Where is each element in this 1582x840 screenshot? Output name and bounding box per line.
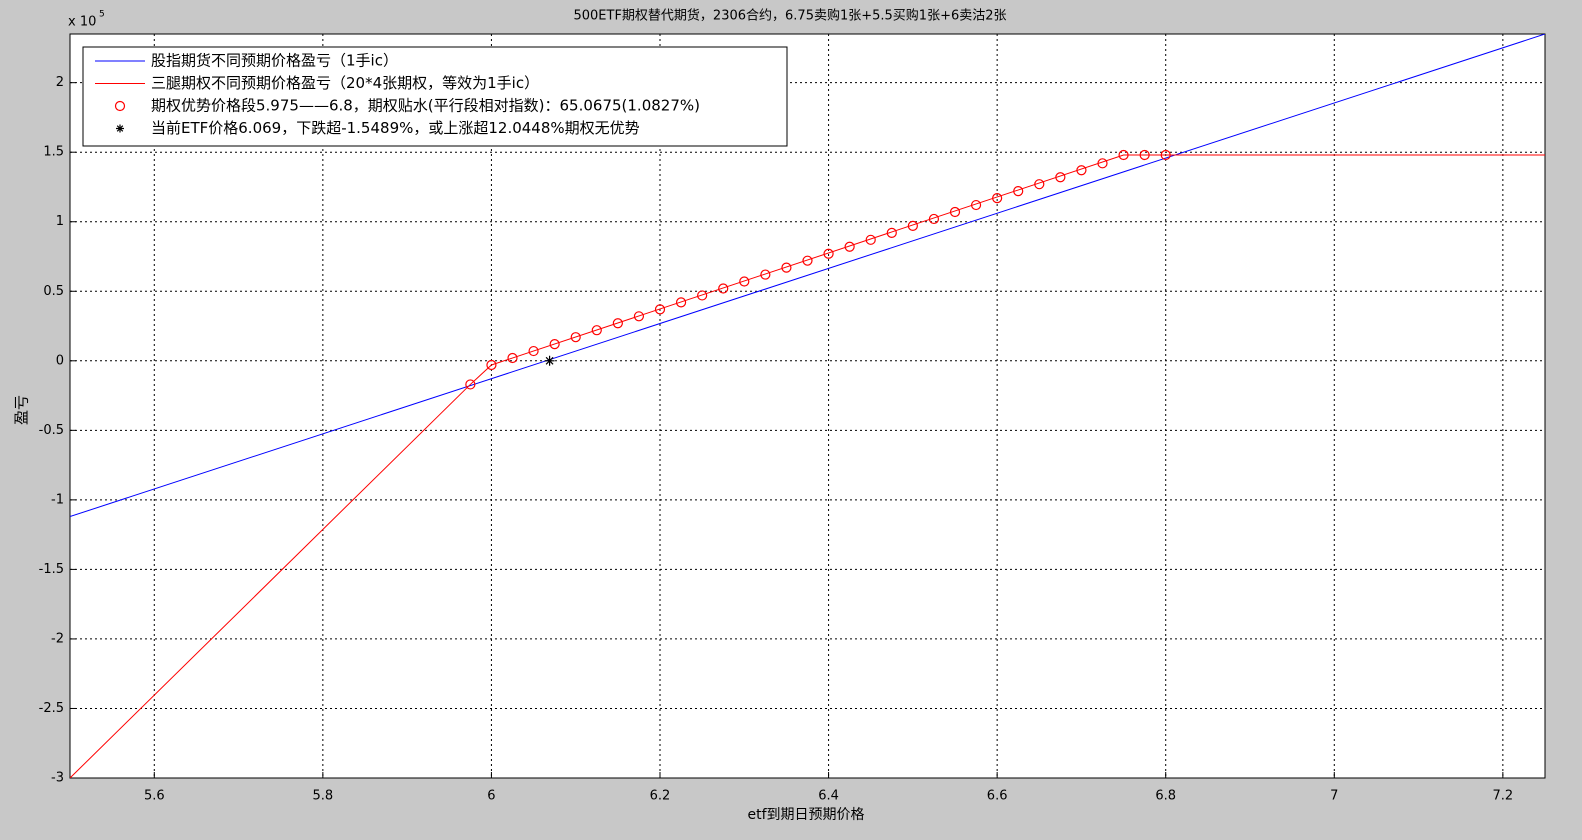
circle-marker: [1139, 149, 1150, 161]
x-tick-label: 5.6: [144, 789, 165, 804]
circle-marker: [970, 199, 982, 211]
y-axis-label: 盈亏: [13, 395, 31, 425]
circle-marker: [465, 379, 476, 390]
x-axis-label: etf到期日预期价格: [747, 807, 864, 823]
x-tick-label: 6.6: [987, 789, 1008, 804]
circle-marker: [992, 192, 1003, 204]
y-tick-label: 0: [56, 353, 64, 368]
circle-marker: [1076, 165, 1087, 176]
circle-marker: [1118, 149, 1129, 161]
circle-marker: [1097, 158, 1108, 169]
y-tick-label: -2.5: [39, 701, 64, 716]
y-tick-label: -0.5: [39, 423, 64, 438]
y-tick-label: 1: [56, 214, 64, 229]
y-scale-label: x 10: [68, 15, 96, 30]
circle-marker: [1034, 179, 1045, 190]
circle-marker: [823, 248, 834, 259]
x-tick-label: 5.8: [313, 789, 334, 804]
circle-marker: [591, 325, 602, 336]
plot-area: [69, 33, 1546, 779]
circle-marker: [949, 206, 961, 218]
chart-title: 500ETF期权替代期货，2306合约，6.75卖购1张+5.5买购1张+6卖沽…: [573, 8, 1006, 24]
circle-marker: [928, 213, 940, 225]
legend-swatch: [114, 100, 126, 112]
circle-marker: [612, 318, 623, 329]
legend-label: 期权优势价格段5.975——6.8，期权贴水(平行段相对指数)：65.0675(…: [151, 97, 700, 115]
circle-marker: [697, 290, 708, 301]
y-tick-label: -1.5: [39, 562, 64, 577]
y-tick-label: 1.5: [43, 145, 64, 160]
circle-marker: [907, 220, 918, 232]
circle-marker: [865, 234, 876, 245]
circle-marker: [1013, 186, 1024, 197]
legend-box: [82, 46, 788, 147]
circle-marker: [654, 304, 666, 315]
y-tick-label: -3: [51, 771, 64, 786]
star-marker: [544, 355, 555, 366]
x-tick-label: 7.2: [1493, 789, 1514, 804]
circle-marker: [844, 241, 855, 252]
y-scale-exponent: 5: [99, 10, 105, 20]
circle-marker: [507, 352, 518, 364]
legend-label: 股指期货不同预期价格盈亏（1手ic）: [151, 52, 398, 70]
x-tick-label: 6.8: [1155, 789, 1176, 804]
circle-marker: [1160, 149, 1171, 161]
x-tick-label: 6.2: [650, 789, 671, 804]
circle-marker: [781, 262, 792, 273]
circle-marker: [570, 332, 581, 343]
circle-marker: [633, 311, 645, 322]
data-line: [70, 154, 1545, 778]
circle-marker: [1055, 172, 1066, 183]
circle-marker: [739, 276, 750, 287]
x-tick-label: 7: [1330, 789, 1338, 804]
circle-marker: [486, 359, 497, 371]
x-tick-label: 6.4: [818, 789, 839, 804]
y-tick-label: 2: [56, 75, 64, 90]
legend-swatch: [116, 124, 124, 133]
legend-label: 当前ETF价格6.069，下跌超-1.5489%，或上涨超12.0448%期权无…: [151, 119, 640, 137]
circle-marker: [675, 297, 687, 308]
legend-label: 三腿期权不同预期价格盈亏（20*4张期权，等效为1手ic）: [151, 74, 539, 92]
circle-marker: [528, 345, 539, 357]
circle-marker: [718, 283, 729, 294]
plot-marks: [70, 34, 1545, 778]
circle-marker: [760, 269, 771, 280]
x-tick-label: 6: [487, 789, 495, 804]
y-tick-label: -1: [51, 492, 64, 507]
data-line: [70, 34, 1545, 518]
y-tick-label: -2: [51, 631, 64, 646]
circle-marker: [886, 227, 897, 238]
circle-marker: [802, 255, 813, 266]
circle-marker: [549, 339, 560, 350]
y-tick-label: 0.5: [43, 284, 64, 299]
